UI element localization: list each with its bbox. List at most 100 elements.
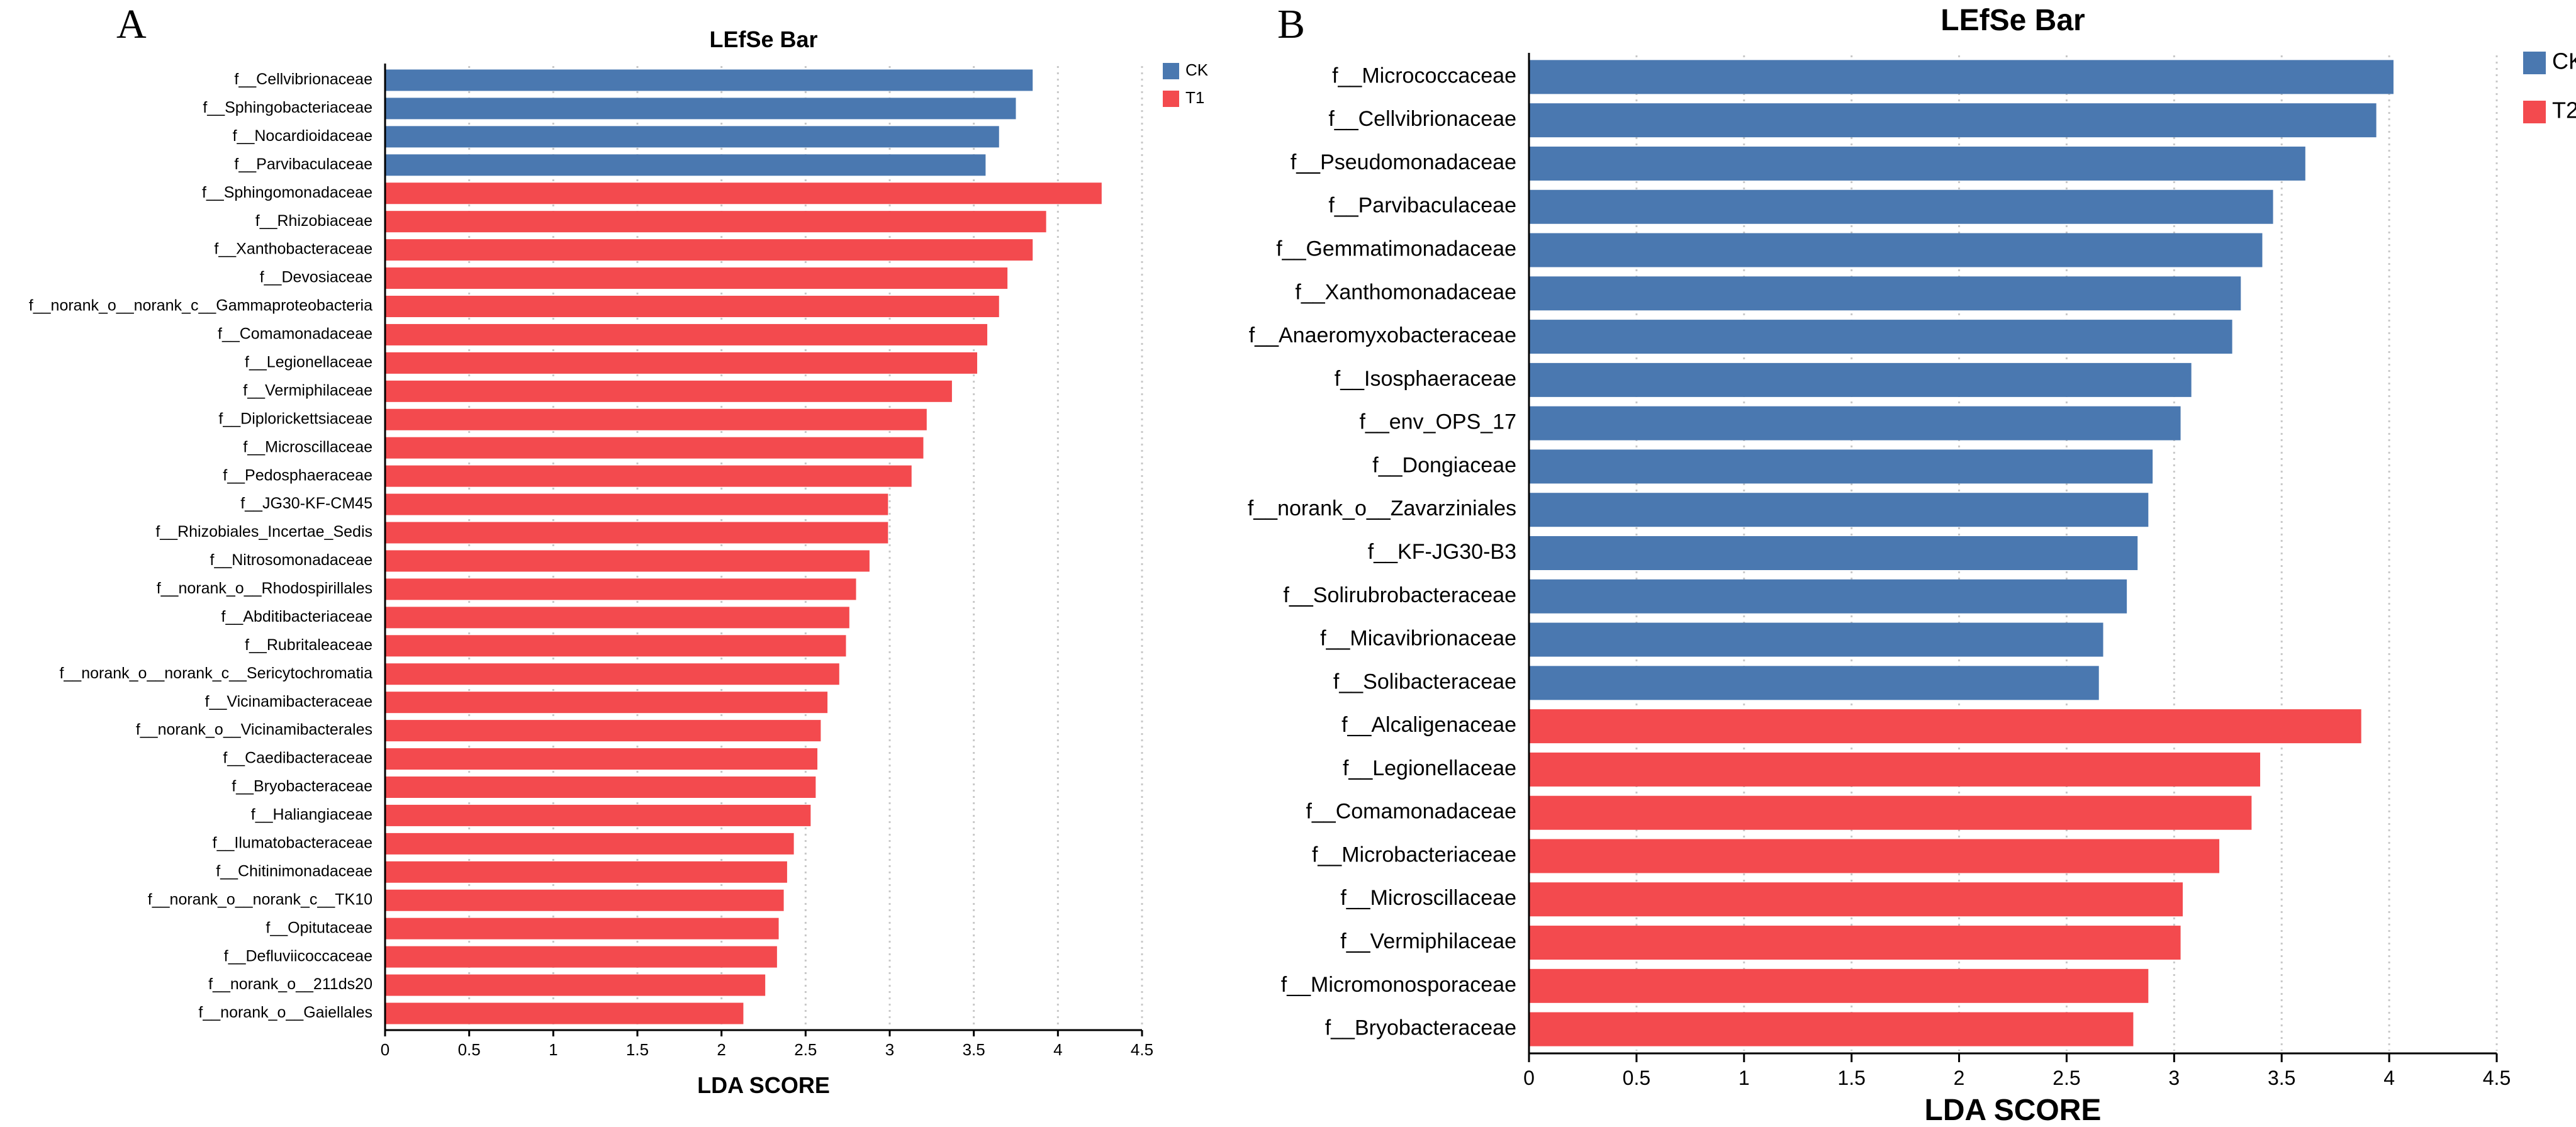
x-tick-label: 1.5 (1837, 1067, 1865, 1089)
bar-t1 (385, 267, 1008, 289)
category-label: f__norank_o__Vicinamibacterales (136, 721, 372, 739)
bar-ck (1529, 493, 2149, 527)
x-axis-title: LDA SCORE (1925, 1094, 2102, 1127)
x-tick-label: 4.5 (2483, 1067, 2511, 1089)
category-label: f__Pseudomonadaceae (1291, 150, 1516, 174)
category-label: f__Cellvibrionaceae (234, 70, 372, 88)
category-label: f__Anaeromyxobacteraceae (1249, 323, 1516, 347)
panel-a-letter: A (116, 1, 147, 47)
category-label: f__Bryobacteraceae (1325, 1016, 1516, 1040)
bar-ck (1529, 406, 2181, 440)
category-label: f__Bryobacteraceae (232, 778, 372, 795)
category-label: f__Parvibaculaceae (1328, 194, 1516, 218)
category-label: f__Comamonadaceae (218, 325, 372, 343)
legend-swatch-ck (1163, 63, 1179, 79)
category-label: f__KF-JG30-B3 (1368, 540, 1516, 564)
bar-t1 (385, 437, 924, 459)
category-label: f__norank_o__Zavarziniales (1248, 496, 1516, 520)
bar-t1 (385, 777, 816, 798)
legend-label: T1 (1185, 88, 1204, 107)
bar-ck (1529, 579, 2127, 614)
legend-label: T2 (2552, 98, 2576, 123)
category-label: f__Microbacteriaceae (1312, 843, 1516, 866)
category-label: f__Sphingomonadaceae (202, 184, 372, 201)
bar-t2 (1529, 795, 2252, 830)
category-label: f__Xanthomonadaceae (1295, 280, 1516, 304)
bar-ck (385, 98, 1016, 120)
category-label: f__Microscillaceae (1340, 886, 1516, 910)
bar-t1 (385, 804, 811, 826)
category-label: f__Solibacteraceae (1333, 670, 1516, 693)
bar-t2 (1529, 752, 2261, 787)
bar-ck (1529, 666, 2099, 700)
category-label: f__norank_o__Rhodospirillales (157, 580, 372, 597)
category-label: f__norank_o__Gaiellales (198, 1004, 372, 1021)
category-label: f__Legionellaceae (1343, 756, 1516, 780)
chart-title: LEfSe Bar (709, 26, 817, 52)
x-tick-label: 2 (1954, 1067, 1965, 1089)
bar-ck (1529, 276, 2241, 311)
x-tick-label: 0 (1523, 1067, 1535, 1089)
category-label: f__Rhizobiaceae (255, 212, 372, 230)
category-label: f__Solirubrobacteraceae (1284, 583, 1516, 607)
legend-swatch-t2 (2523, 101, 2546, 123)
category-label: f__Diplorickettsiaceae (218, 410, 372, 427)
bar-t1 (385, 352, 978, 374)
category-label: f__Rubritaleaceae (245, 636, 372, 654)
x-tick-label: 4.5 (1131, 1040, 1153, 1059)
category-label: f__Micavibrionaceae (1320, 627, 1516, 651)
category-label: f__Caedibacteraceae (223, 749, 372, 767)
category-label: f__Vicinamibacteraceae (205, 693, 372, 710)
bar-t1 (385, 635, 846, 657)
category-label: f__JG30-KF-CM45 (240, 495, 372, 512)
x-tick-label: 1.5 (626, 1040, 649, 1059)
category-label: f__Comamonadaceae (1306, 800, 1516, 824)
category-label: f__Opitutaceae (266, 919, 372, 936)
bar-t1 (385, 720, 821, 742)
category-label: f__Xanthobacteraceae (214, 240, 372, 258)
x-tick-label: 0 (381, 1040, 389, 1059)
bar-ck (385, 154, 986, 176)
legend-swatch-t1 (1163, 91, 1179, 107)
bar-t1 (385, 211, 1046, 233)
x-tick-label: 0.5 (458, 1040, 481, 1059)
x-axis-title: LDA SCORE (697, 1072, 830, 1098)
bar-ck (1529, 60, 2394, 94)
bar-t1 (385, 692, 828, 714)
bar-t1 (385, 465, 912, 487)
category-label: f__Devosiaceae (260, 269, 372, 286)
panel-a-chart: LEfSe Bar f__Cellvibrionaceae f__Sphingoba… (29, 26, 1209, 1098)
category-label: f__Gemmatimonadaceae (1276, 237, 1516, 261)
x-tick-label: 1 (1739, 1067, 1750, 1089)
bar-t1 (385, 946, 777, 968)
bar-t2 (1529, 968, 2149, 1003)
panel-b-letter: B (1277, 1, 1305, 47)
category-label: f__Sphingobacteriaceae (203, 99, 372, 116)
x-tick-label: 1 (549, 1040, 557, 1059)
bar-t1 (385, 522, 888, 544)
bar-t1 (385, 182, 1102, 205)
x-tick-label: 3.5 (963, 1040, 985, 1059)
bar-t1 (385, 861, 787, 883)
category-label: f__Isosphaeraceae (1335, 367, 1516, 391)
x-tick-label: 4 (1053, 1040, 1062, 1059)
bar-t2 (1529, 926, 2181, 960)
bar-t1 (385, 663, 839, 685)
bar-t1 (385, 296, 999, 317)
x-tick-label: 4 (2383, 1067, 2395, 1089)
bar-t1 (385, 748, 818, 770)
bar-ck (1529, 622, 2103, 657)
category-label: f__Nocardioidaceae (233, 127, 372, 145)
bar-t1 (385, 833, 794, 855)
category-label: f__Chitinimonadaceae (216, 862, 372, 880)
category-label: f__Nitrosomonadaceae (210, 551, 373, 569)
bar-ck (385, 69, 1033, 91)
chart-title: LEfSe Bar (1940, 4, 2085, 37)
category-label: f__norank_o__norank_c__Gammaproteobacter… (29, 297, 372, 315)
category-label: f__Pedosphaeraceae (223, 466, 372, 484)
bar-ck (1529, 146, 2305, 181)
legend-swatch-ck (2523, 52, 2546, 74)
x-tick-label: 0.5 (1623, 1067, 1650, 1089)
x-tick-label: 2.5 (794, 1040, 817, 1059)
